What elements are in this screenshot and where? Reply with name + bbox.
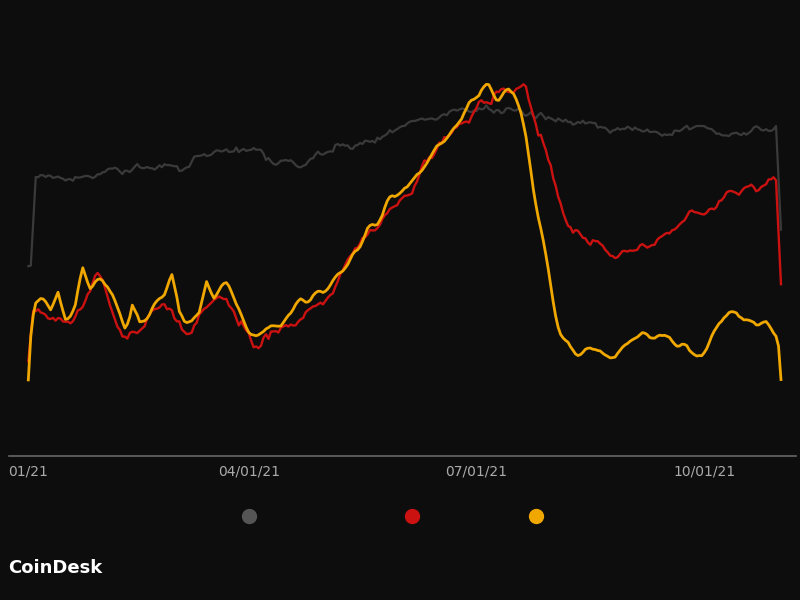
Text: CoinDesk: CoinDesk [9,559,102,577]
